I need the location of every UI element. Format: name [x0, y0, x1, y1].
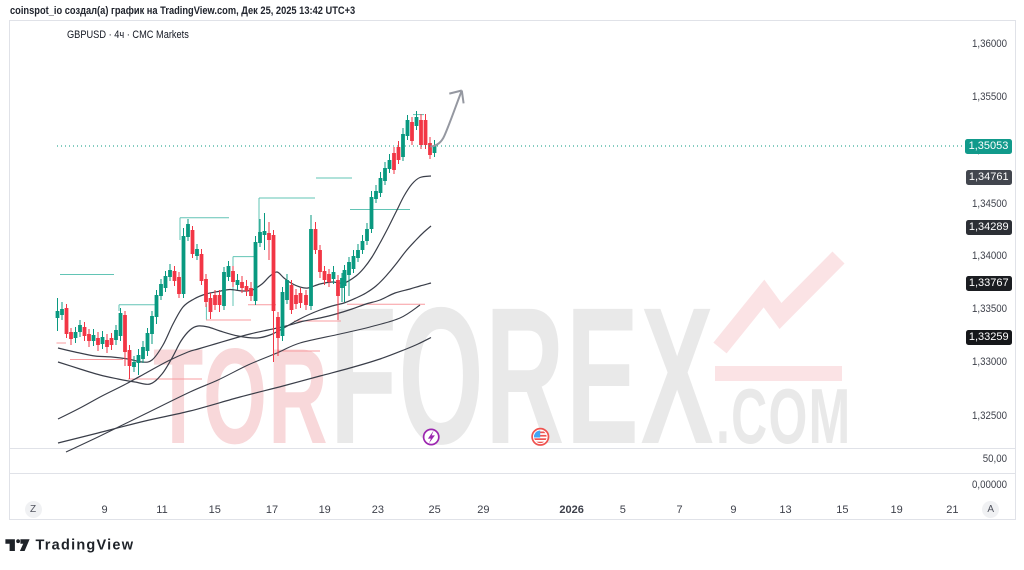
- svg-text:TradingView: TradingView: [36, 537, 134, 553]
- svg-text:.COM: .COM: [716, 373, 851, 460]
- svg-text:FOREX: FOREX: [330, 267, 715, 485]
